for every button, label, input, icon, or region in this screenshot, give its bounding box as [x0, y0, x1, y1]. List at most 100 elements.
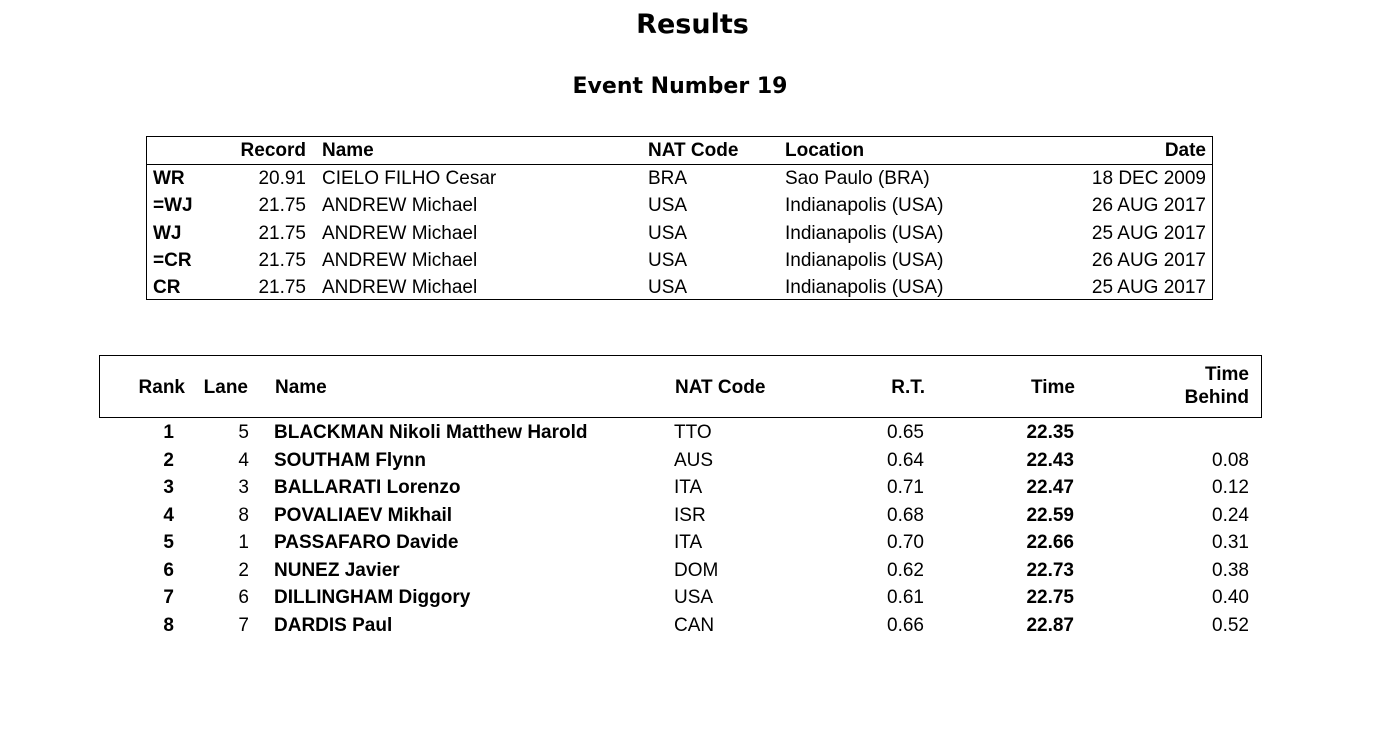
results-header-time-behind: Time Behind [1185, 363, 1249, 409]
record-location: Sao Paulo (BRA) [785, 168, 930, 189]
record-row: WR 20.91 CIELO FILHO Cesar BRA Sao Paulo… [147, 165, 1212, 192]
result-time-behind: 0.08 [1212, 449, 1249, 471]
record-date: 26 AUG 2017 [1091, 195, 1206, 216]
results-header-lane: Lane [203, 377, 248, 398]
result-rank: 1 [163, 422, 174, 443]
record-date: 26 AUG 2017 [1091, 250, 1206, 271]
record-code: =CR [153, 250, 192, 271]
result-time-behind: 0.52 [1212, 614, 1249, 636]
result-lane: 3 [238, 477, 249, 498]
result-rank: 5 [163, 532, 174, 553]
record-row: CR 21.75 ANDREW Michael USA Indianapolis… [147, 274, 1212, 301]
record-row: =CR 21.75 ANDREW Michael USA Indianapoli… [147, 247, 1212, 274]
record-date: 25 AUG 2017 [1091, 223, 1206, 244]
record-holder: CIELO FILHO Cesar [322, 168, 497, 189]
results-header-nat: NAT Code [675, 377, 766, 398]
result-time-behind: 0.40 [1212, 587, 1249, 608]
result-nat: ISR [674, 504, 706, 526]
result-time: 22.47 [1026, 477, 1074, 498]
result-row: 5 1 PASSAFARO Davide ITA 0.70 22.66 0.31 [99, 529, 1262, 557]
result-rt: 0.61 [887, 587, 924, 608]
result-time: 22.75 [1026, 587, 1074, 608]
record-date: 18 DEC 2009 [1091, 168, 1206, 189]
result-row: 7 6 DILLINGHAM Diggory USA 0.61 22.75 0.… [99, 584, 1262, 612]
records-table: Record Name NAT Code Location Date WR 20… [146, 136, 1213, 300]
results-header-time: Time [1030, 377, 1075, 398]
result-name: POVALIAEV Mikhail [274, 504, 453, 526]
result-rank: 8 [163, 614, 174, 636]
result-time-behind: 0.38 [1212, 559, 1249, 581]
records-header-location: Location [785, 140, 865, 161]
record-code: =WJ [153, 195, 193, 216]
result-lane: 1 [238, 532, 249, 553]
result-time: 22.35 [1026, 422, 1074, 443]
result-lane: 6 [238, 587, 249, 608]
record-code: WR [153, 168, 185, 189]
result-time: 22.87 [1026, 614, 1074, 636]
results-header: Rank Lane Name NAT Code R.T. Time Time B… [99, 355, 1262, 418]
result-rt: 0.71 [887, 477, 924, 498]
result-rank: 2 [163, 449, 174, 471]
result-lane: 5 [238, 422, 249, 443]
result-rank: 3 [163, 477, 174, 498]
result-rt: 0.70 [887, 532, 924, 553]
records-header-row: Record Name NAT Code Location Date [147, 137, 1212, 164]
records-header-record: Record [240, 140, 306, 161]
result-rank: 6 [163, 559, 174, 581]
result-lane: 7 [238, 614, 249, 636]
result-name: PASSAFARO Davide [274, 532, 459, 553]
result-time: 22.73 [1026, 559, 1074, 581]
results-header-behind-line1: Time [1204, 364, 1249, 385]
result-name: BALLARATI Lorenzo [274, 477, 461, 498]
event-title: Event Number 19 [572, 74, 788, 99]
record-holder: ANDREW Michael [322, 223, 478, 244]
result-row: 1 5 BLACKMAN Nikoli Matthew Harold TTO 0… [99, 419, 1262, 447]
result-time: 22.66 [1026, 532, 1074, 553]
record-location: Indianapolis (USA) [785, 250, 944, 271]
result-nat: ITA [674, 477, 703, 498]
result-time-behind: 0.12 [1212, 477, 1249, 498]
result-time: 22.59 [1026, 504, 1074, 526]
results-header-rank: Rank [138, 377, 185, 398]
record-row: =WJ 21.75 ANDREW Michael USA Indianapoli… [147, 192, 1212, 219]
result-name: DILLINGHAM Diggory [274, 587, 471, 608]
record-nat: BRA [648, 168, 688, 189]
result-nat: TTO [674, 422, 712, 443]
record-nat: USA [648, 195, 688, 216]
results-header-rt: R.T. [891, 377, 925, 398]
result-nat: DOM [674, 559, 719, 581]
result-rank: 4 [163, 504, 174, 526]
result-row: 8 7 DARDIS Paul CAN 0.66 22.87 0.52 [99, 612, 1262, 640]
record-holder: ANDREW Michael [322, 277, 478, 298]
results-header-behind-line2: Behind [1184, 387, 1249, 408]
result-name: DARDIS Paul [274, 614, 393, 636]
record-nat: USA [648, 223, 688, 244]
result-time-behind: 0.24 [1212, 504, 1249, 526]
record-location: Indianapolis (USA) [785, 277, 944, 298]
record-time: 21.75 [258, 250, 306, 271]
result-row: 3 3 BALLARATI Lorenzo ITA 0.71 22.47 0.1… [99, 474, 1262, 502]
record-holder: ANDREW Michael [322, 195, 478, 216]
result-time: 22.43 [1026, 449, 1074, 471]
result-nat: USA [674, 587, 714, 608]
results-table: 1 5 BLACKMAN Nikoli Matthew Harold TTO 0… [99, 419, 1262, 639]
result-row: 6 2 NUNEZ Javier DOM 0.62 22.73 0.38 [99, 557, 1262, 585]
records-header-name: Name [322, 140, 374, 161]
result-rt: 0.68 [887, 504, 924, 526]
result-name: SOUTHAM Flynn [274, 449, 426, 471]
result-name: NUNEZ Javier [274, 559, 400, 581]
record-time: 21.75 [258, 223, 306, 244]
result-name: BLACKMAN Nikoli Matthew Harold [274, 422, 588, 443]
record-date: 25 AUG 2017 [1091, 277, 1206, 298]
page-title: Results [636, 9, 749, 40]
results-header-name: Name [275, 377, 327, 398]
result-nat: CAN [674, 614, 715, 636]
result-nat: ITA [674, 532, 703, 553]
record-time: 21.75 [258, 277, 306, 298]
records-header-nat: NAT Code [648, 140, 739, 161]
result-rt: 0.66 [887, 614, 924, 636]
record-code: WJ [153, 223, 182, 244]
result-lane: 2 [238, 559, 249, 581]
record-nat: USA [648, 250, 688, 271]
record-location: Indianapolis (USA) [785, 195, 944, 216]
